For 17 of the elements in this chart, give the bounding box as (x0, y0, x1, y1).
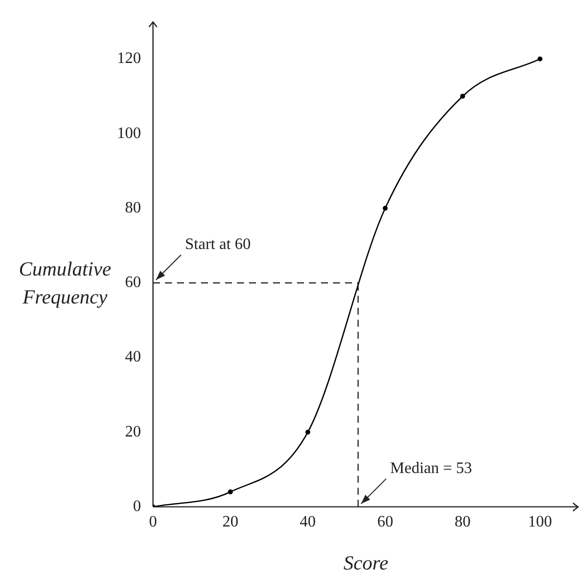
y-tick-label: 100 (117, 124, 141, 142)
y-tick-label: 120 (117, 50, 141, 68)
x-tick-label: 0 (149, 514, 157, 531)
x-tick-label: 80 (454, 514, 471, 531)
x-tick-label: 100 (528, 514, 552, 531)
x-tick-label: 20 (222, 514, 238, 531)
x-axis-title: Score (343, 552, 388, 574)
y-tick-label: 80 (125, 199, 141, 216)
y-axis-title: Cumulative Frequency (18, 258, 112, 308)
y-tick-label: 40 (125, 348, 141, 366)
x-tick-label: 60 (377, 514, 394, 531)
annotation: Median = 53 (390, 460, 472, 478)
y-tick-label: 60 (125, 274, 141, 292)
annotation: Start at 60 (185, 236, 251, 254)
x-tick-label: 40 (300, 514, 316, 531)
y-tick-label: 0 (133, 498, 141, 516)
y-tick-label: 20 (125, 423, 141, 440)
